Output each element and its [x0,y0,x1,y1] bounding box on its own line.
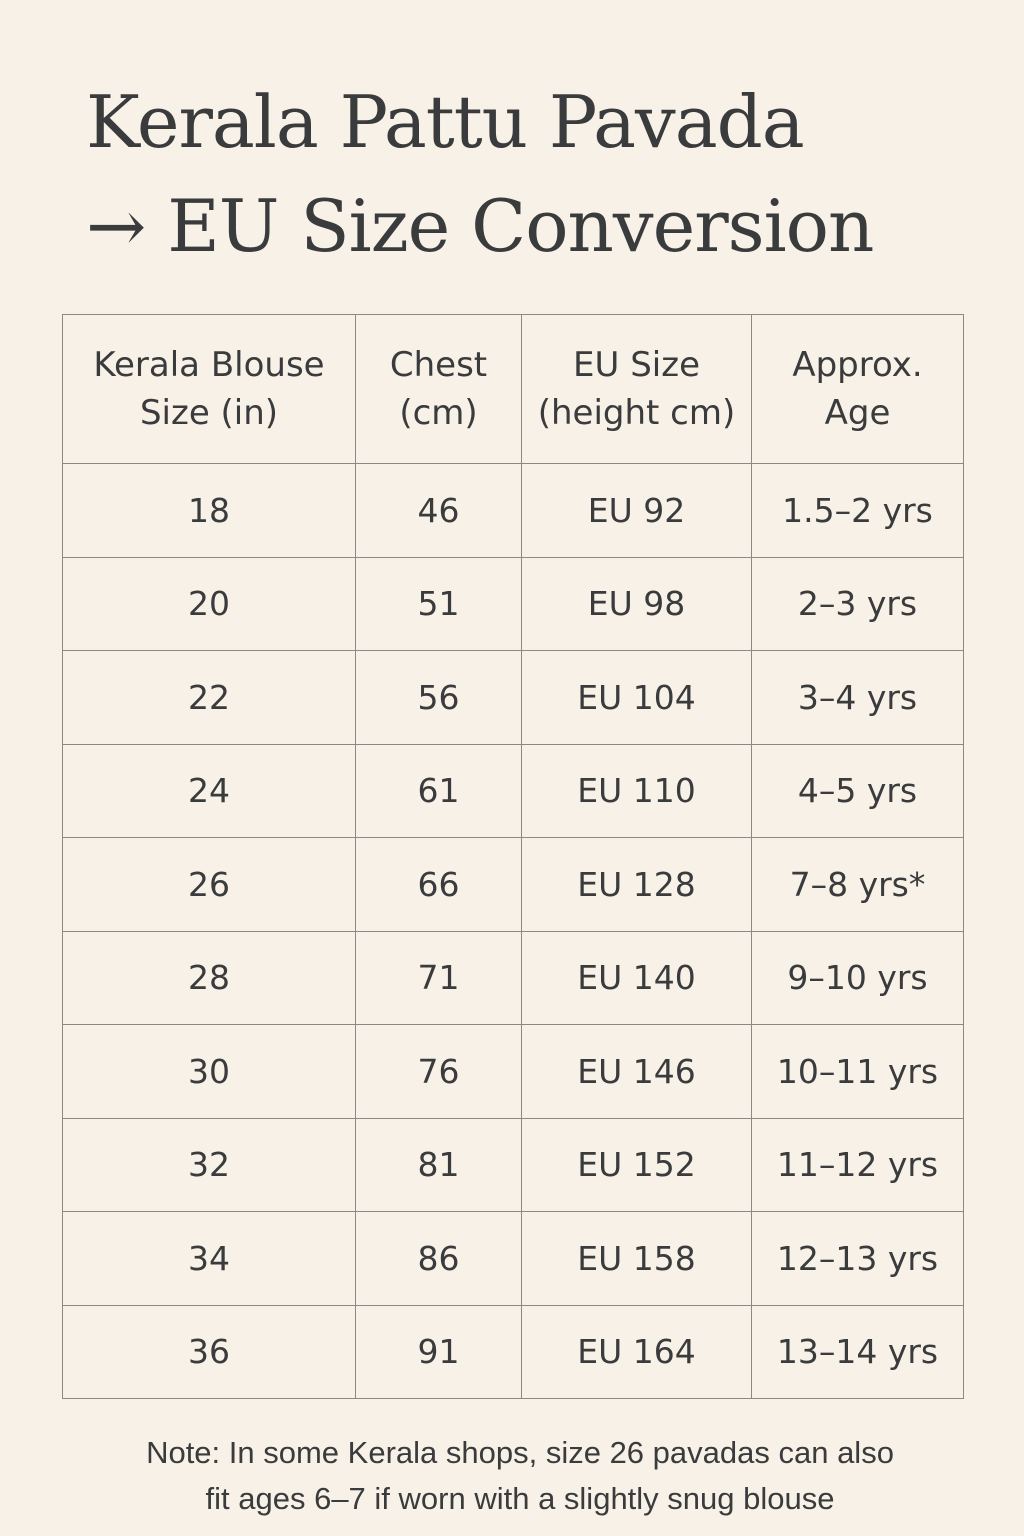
cell-approx-age: 7–8 yrs* [751,837,964,932]
cell-blouse-size: 28 [62,930,356,1025]
cell-chest: 76 [355,1024,522,1119]
cell-approx-age: 1.5–2 yrs [751,463,964,558]
table-row: 26 66 EU 128 7–8 yrs* [62,837,964,932]
cell-eu-size: EU 146 [521,1024,752,1119]
cell-chest: 91 [355,1304,522,1399]
size-conversion-table: Kerala Blouse Size (in) Chest (cm) EU Size (h… [62,314,964,1399]
cell-eu-size: EU 128 [521,837,752,932]
cell-chest: 61 [355,743,522,838]
cell-eu-size: EU 158 [521,1211,752,1306]
cell-approx-age: 2–3 yrs [751,556,964,651]
title-line-2: → EU Size Conversion [86,184,874,268]
cell-eu-size: EU 98 [521,556,752,651]
cell-chest: 51 [355,556,522,651]
header-approx-age: Approx. Age [751,314,964,464]
header-text: (cm) [399,393,478,433]
cell-eu-size: EU 164 [521,1304,752,1399]
cell-approx-age: 9–10 yrs [751,930,964,1025]
header-text: Chest [389,345,488,385]
table-row: 32 81 EU 152 11–12 yrs [62,1117,964,1212]
page-title: Kerala Pattu Pavada → EU Size Conversion [86,70,1006,278]
cell-chest: 46 [355,463,522,558]
cell-eu-size: EU 110 [521,743,752,838]
cell-approx-age: 3–4 yrs [751,650,964,745]
header-text: Size (in) [139,393,279,433]
cell-blouse-size: 32 [62,1117,356,1212]
cell-blouse-size: 22 [62,650,356,745]
header-text: EU Size [573,345,700,385]
note-line-1: Note: In some Kerala shops, size 26 pava… [146,1435,894,1470]
cell-chest: 86 [355,1211,522,1306]
cell-blouse-size: 18 [62,463,356,558]
title-line-1: Kerala Pattu Pavada [86,80,805,164]
cell-blouse-size: 34 [62,1211,356,1306]
cell-eu-size: EU 92 [521,463,752,558]
table-row: 18 46 EU 92 1.5–2 yrs [62,463,964,558]
header-blouse-size: Kerala Blouse Size (in) [62,314,356,464]
header-text: Age [824,393,891,433]
cell-blouse-size: 36 [62,1304,356,1399]
table-row: 36 91 EU 164 13–14 yrs [62,1304,964,1399]
cell-blouse-size: 30 [62,1024,356,1119]
cell-approx-age: 13–14 yrs [751,1304,964,1399]
table-row: 20 51 EU 98 2–3 yrs [62,556,964,651]
header-chest: Chest (cm) [355,314,522,464]
cell-blouse-size: 26 [62,837,356,932]
header-text: Approx. [792,345,923,385]
cell-approx-age: 12–13 yrs [751,1211,964,1306]
header-text: (height cm) [537,393,736,433]
cell-eu-size: EU 140 [521,930,752,1025]
footnote: Note: In some Kerala shops, size 26 pava… [60,1430,980,1522]
cell-eu-size: EU 152 [521,1117,752,1212]
cell-approx-age: 11–12 yrs [751,1117,964,1212]
header-eu-size: EU Size (height cm) [521,314,752,464]
table-row: 34 86 EU 158 12–13 yrs [62,1211,964,1306]
cell-chest: 56 [355,650,522,745]
table-row: 30 76 EU 146 10–11 yrs [62,1024,964,1119]
cell-blouse-size: 24 [62,743,356,838]
cell-blouse-size: 20 [62,556,356,651]
note-line-2: fit ages 6–7 if worn with a slightly snu… [205,1481,835,1516]
table-row: 22 56 EU 104 3–4 yrs [62,650,964,745]
header-text: Kerala Blouse [93,345,325,385]
table-row: 24 61 EU 110 4–5 yrs [62,743,964,838]
cell-chest: 71 [355,930,522,1025]
cell-eu-size: EU 104 [521,650,752,745]
table-row: 28 71 EU 140 9–10 yrs [62,930,964,1025]
cell-chest: 81 [355,1117,522,1212]
cell-approx-age: 10–11 yrs [751,1024,964,1119]
cell-chest: 66 [355,837,522,932]
cell-approx-age: 4–5 yrs [751,743,964,838]
header-row: Kerala Blouse Size (in) Chest (cm) EU Size (h… [62,314,964,464]
